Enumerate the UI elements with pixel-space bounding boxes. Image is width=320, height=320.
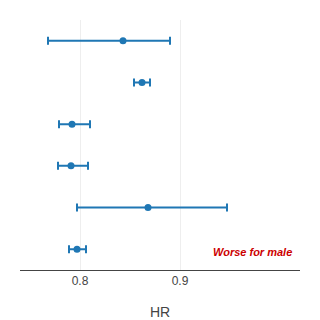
- svg-text:HR: HR: [150, 304, 170, 320]
- svg-text:Worse for male: Worse for male: [213, 246, 292, 258]
- svg-text:0.8: 0.8: [72, 274, 89, 288]
- svg-text:0.9: 0.9: [172, 274, 189, 288]
